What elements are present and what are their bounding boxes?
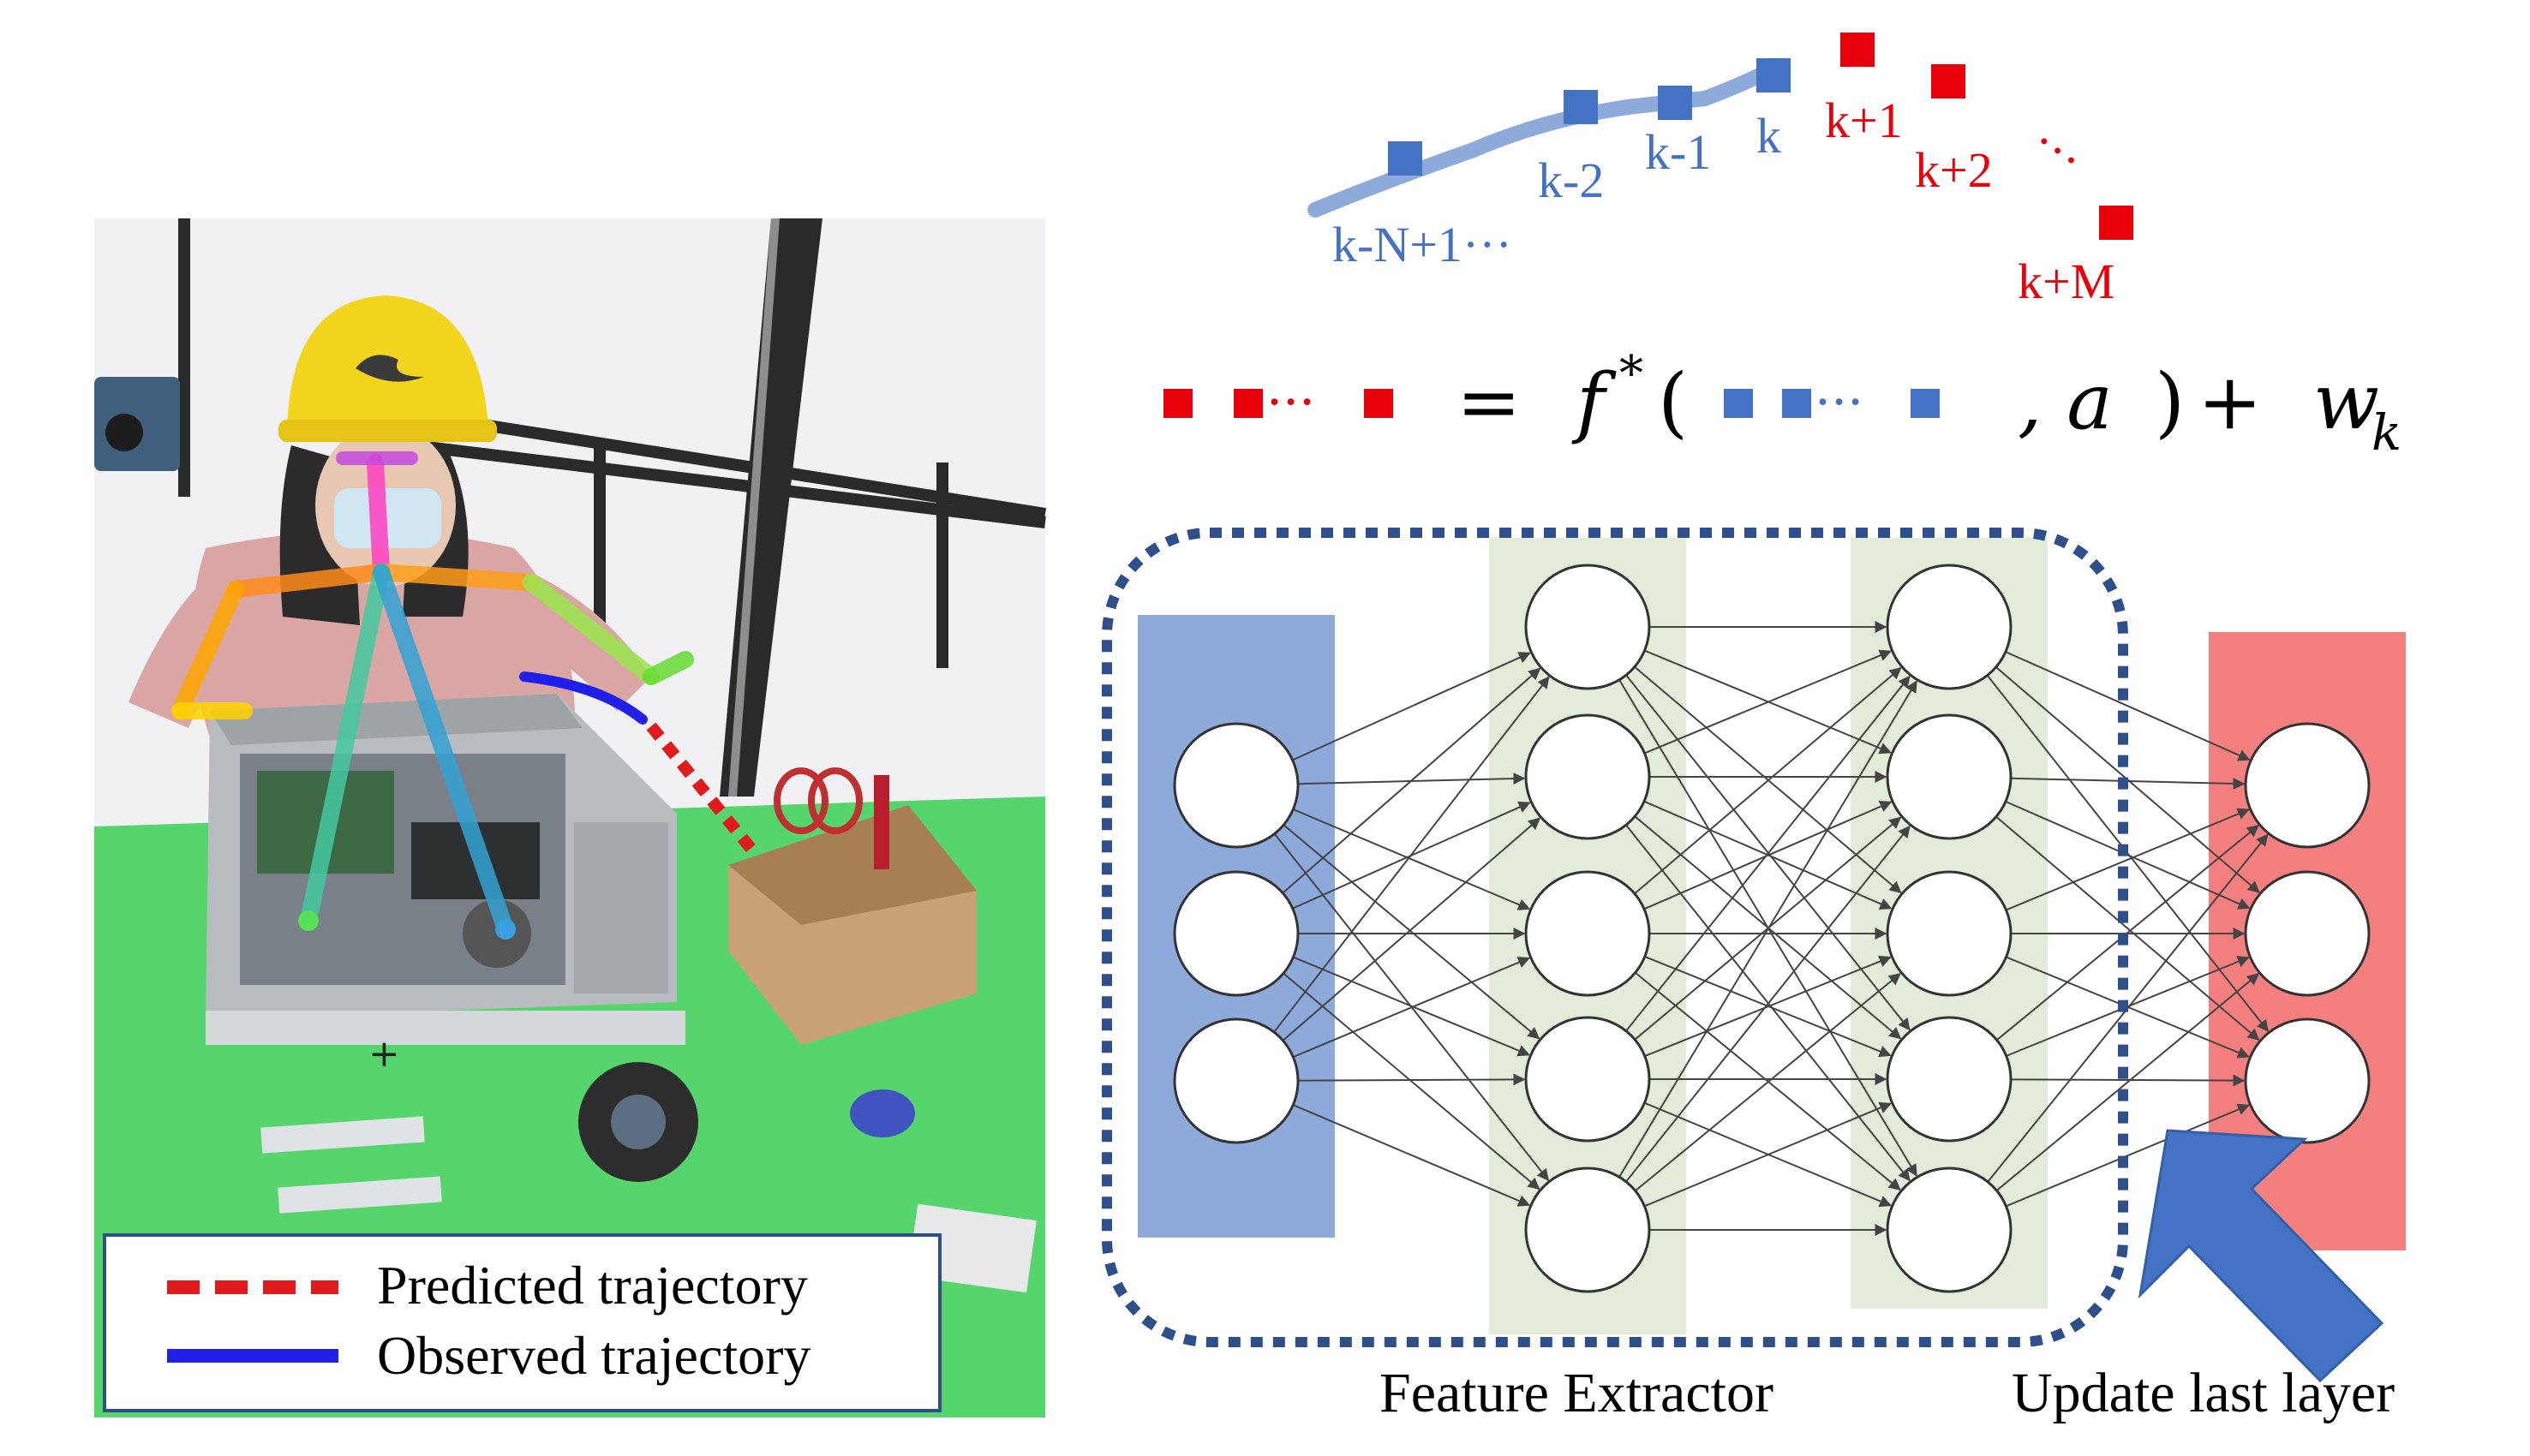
edge-hidden1-5-to-hidden2-3 (1635, 973, 1901, 1192)
edge-input-3-to-hidden1-4 (1297, 1073, 1526, 1086)
cardboard-box (728, 767, 977, 1045)
input-node-3 (1173, 1017, 1300, 1144)
hidden1-node-2 (1524, 713, 1651, 840)
predicted-point-k-plus-2 (1931, 64, 1965, 98)
edge-input-1-to-hidden1-4 (1283, 824, 1540, 1040)
output-node-1 (2244, 722, 2371, 849)
label-ellipsis: ··· (2021, 113, 2094, 187)
eq-blue-square-2 (1782, 389, 1811, 418)
eq-close-paren: ) (2155, 357, 2185, 447)
scene-photo: + Predicted trajectory Observed trajecto… (94, 218, 1047, 1417)
edge-input-1-to-hidden1-3 (1292, 809, 1531, 910)
edge-hidden2-3-to-output-1 (2006, 808, 2250, 911)
eq-plus: + (2198, 357, 2262, 447)
eq-red-square-1 (1163, 389, 1193, 418)
predicted-point-k-plus-1 (1840, 33, 1875, 67)
eq-star: * (1619, 346, 1643, 402)
edge-input-3-to-hidden1-3 (1293, 957, 1531, 1059)
edge-hidden2-5-to-output-3 (2006, 1103, 2250, 1208)
edge-input-2-to-hidden1-4 (1293, 956, 1530, 1057)
observed-trajectory-path (519, 671, 648, 725)
update-arrow (2138, 1129, 2384, 1383)
edge-hidden1-3-to-hidden2-2 (1643, 801, 1893, 910)
label-k-1: k-1 (1645, 124, 1711, 180)
edge-hidden1-4-to-hidden2-1 (1625, 675, 1911, 1032)
input-node-1 (1173, 722, 1300, 849)
neural-network: Feature Extractor Update last layer (1102, 528, 2406, 1424)
update-last-layer-label: Update last layer (2012, 1362, 2395, 1424)
feature-extractor-label: Feature Extractor (1379, 1362, 1773, 1424)
edge-hidden1-5-to-hidden2-1 (1618, 680, 1917, 1178)
crosshair-mark: + (368, 1032, 400, 1076)
edge-hidden1-3-to-hidden2-1 (1634, 666, 1902, 895)
eq-blue-square-1 (1724, 389, 1753, 418)
output-node-2 (2244, 870, 2371, 997)
edge-input-2-to-hidden1-1 (1282, 667, 1541, 894)
observed-point-k-2 (1564, 90, 1598, 124)
trajectory-sketch: k-N+1··· k-2 k-1 k k+1 k+2 ··· k+M (1307, 33, 2133, 309)
eq-open-paren: ( (1658, 357, 1688, 447)
edge-input-3-to-hidden1-2 (1282, 817, 1541, 1041)
label-k-2: k-2 (1538, 152, 1604, 208)
label-k-plus-2: k+2 (1915, 142, 1993, 198)
label-k-plus-1: k+1 (1825, 92, 1903, 148)
observed-point-k (1756, 58, 1791, 92)
edge-hidden2-4-to-output-3 (2010, 1074, 2246, 1087)
eq-func: f (1571, 357, 1617, 447)
observed-curve (1307, 65, 1773, 218)
eq-k-subscript: k (2372, 403, 2401, 462)
legend-observed-label: Observed trajectory (377, 1325, 810, 1386)
edge-input-3-to-hidden1-5 (1292, 1104, 1531, 1207)
equation: ··· = f * ( ··· , a ) + w k (1163, 346, 2401, 462)
edge-input-3-to-hidden1-1 (1273, 676, 1550, 1033)
observed-point-k-n-plus-1 (1388, 141, 1422, 176)
hidden2-node-2 (1886, 713, 2013, 840)
eq-w: w (2313, 357, 2379, 447)
edge-hidden1-2-to-hidden2-1 (1644, 649, 1892, 755)
label-k-plus-m: k+M (2018, 254, 2114, 309)
edge-hidden1-5-to-hidden2-4 (1644, 1101, 1892, 1208)
hidden2-node-3 (1886, 870, 2013, 997)
edge-hidden1-5-to-hidden2-2 (1625, 825, 1911, 1183)
edge-hidden2-1-to-output-1 (2005, 651, 2251, 761)
hidden1-node-4 (1524, 1016, 1651, 1143)
label-k-n-plus-1: k-N+1··· (1332, 217, 1512, 272)
input-node-2 (1173, 870, 1300, 997)
eq-equals: = (1456, 357, 1521, 447)
feature-extractor-box (1102, 528, 2128, 1347)
face-mask (334, 488, 441, 548)
label-k: k (1756, 108, 1781, 164)
hidden2-node-5 (1886, 1167, 2013, 1293)
predicted-point-k-plus-m (2099, 206, 2133, 240)
eq-red-dots: ··· (1266, 373, 1315, 433)
hidden2-node-4 (1886, 1016, 2013, 1143)
edge-hidden2-2-to-output-3 (1995, 815, 2260, 1041)
eq-blue-dots: ··· (1815, 373, 1863, 433)
eq-comma-a: , a (2018, 357, 2113, 447)
pose-skeleton (171, 451, 694, 940)
eq-red-square-3 (1364, 389, 1393, 418)
edge-hidden2-5-to-output-2 (1995, 973, 2260, 1191)
hidden1-node-1 (1524, 564, 1651, 690)
predicted-trajectory-path (646, 722, 759, 856)
observed-point-k-1 (1658, 86, 1692, 120)
edge-hidden2-4-to-output-1 (1996, 825, 2259, 1041)
edge-input-1-to-hidden1-1 (1292, 652, 1531, 761)
hidden2-node-1 (1886, 564, 2013, 690)
legend-predicted-label: Predicted trajectory (377, 1255, 808, 1316)
hidden1-node-5 (1524, 1167, 1651, 1293)
hidden1-node-3 (1524, 870, 1651, 997)
eq-red-square-2 (1234, 389, 1263, 418)
edge-input-2-to-hidden1-5 (1283, 972, 1540, 1190)
trajectory-legend: Predicted trajectory Observed trajectory (103, 1233, 942, 1412)
eq-blue-square-3 (1911, 389, 1940, 418)
network-nodes (1173, 564, 2371, 1293)
edge-hidden1-4-to-hidden2-3 (1644, 955, 1892, 1058)
output-node-3 (2244, 1017, 2371, 1144)
